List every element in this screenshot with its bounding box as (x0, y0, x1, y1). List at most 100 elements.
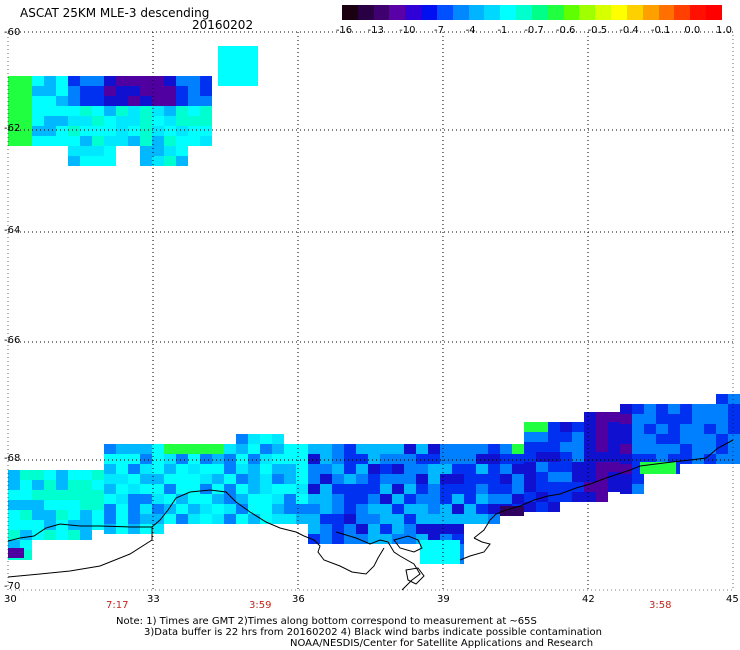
swath-cell (668, 434, 680, 444)
swath-cell (152, 504, 164, 514)
swath-cell (500, 506, 524, 516)
swath-cell (584, 452, 596, 462)
swath-cell (32, 96, 44, 106)
colorbar-labels: -16 -13 -10 -7 -4 -1 -0.7 -0.6 -0.5 -0.4 -0.1 0.0 1.… (330, 25, 734, 39)
swath-cell (524, 432, 536, 442)
swath-cell (176, 156, 188, 166)
swath-cell (80, 500, 92, 510)
swath-cell (8, 116, 20, 126)
swath-cell (392, 514, 404, 524)
swath-cell (92, 126, 104, 136)
swath-cell (308, 444, 320, 454)
swath-cell (420, 540, 460, 564)
lat-label-64: -64 (4, 225, 21, 236)
swath-cell (344, 504, 356, 514)
swath-cell (728, 424, 740, 434)
swath-cell (380, 474, 392, 484)
swath-cell (152, 106, 164, 116)
swath-cell (356, 464, 368, 474)
swath-cell (656, 404, 668, 414)
swath-cell (284, 444, 296, 454)
swath-cell (32, 86, 44, 96)
swath-cell (608, 432, 620, 442)
swath-cell (560, 432, 572, 442)
swath-cell (272, 484, 284, 494)
swath-cell (380, 524, 392, 534)
swath-cell (212, 484, 224, 494)
swath-cell (284, 474, 296, 484)
swath-cell (44, 76, 56, 86)
swath-cell (680, 404, 692, 414)
swath-cell (164, 86, 176, 96)
swath-cell (572, 442, 584, 452)
swath-cell (272, 454, 284, 464)
swath-cell (116, 484, 128, 494)
swath-cell (308, 494, 320, 504)
lat-label-62: -62 (4, 123, 21, 134)
swath-cell (116, 86, 128, 96)
swath-cell (80, 480, 92, 490)
swath-cell (68, 480, 80, 490)
swath-cell (68, 156, 80, 166)
swath-cell (368, 534, 380, 544)
swath-cell (260, 494, 272, 504)
swath-cell (620, 464, 632, 474)
swath-cell (176, 146, 188, 156)
swath-cell (356, 534, 368, 544)
swath-cell (92, 106, 104, 116)
swath-cell (452, 484, 464, 494)
swath-cell (560, 422, 572, 432)
swath-cell (524, 452, 536, 462)
swath-cell (104, 524, 116, 534)
swath-cell (152, 76, 164, 86)
swath-cell (188, 126, 200, 136)
swath-cell (104, 126, 116, 136)
swath-cell (380, 464, 392, 474)
colorbar-swatch (563, 5, 580, 20)
swath-cell (476, 464, 488, 474)
swath-cell (632, 424, 644, 434)
swath-cell (248, 504, 260, 514)
swath-cell (524, 442, 536, 452)
swath-cell (320, 494, 332, 504)
swath-cell (104, 454, 116, 464)
swath-cell (104, 96, 116, 106)
swath-cell (200, 86, 212, 96)
swath-cell (56, 106, 68, 116)
swath-cell (668, 404, 680, 414)
swath-cell (440, 524, 452, 534)
swath-cell (644, 454, 656, 464)
swath-cell (416, 484, 428, 494)
swath-cell (536, 472, 548, 482)
swath-cell (104, 504, 116, 514)
swath-cell (596, 412, 608, 422)
swath-cell (548, 502, 560, 512)
swath-cell (152, 156, 164, 166)
swath-cell (152, 464, 164, 474)
colorbar-swatch (484, 5, 501, 20)
swath-cell (176, 474, 188, 484)
swath-cell (440, 504, 452, 514)
swath-cell (368, 504, 380, 514)
swath-cell (560, 492, 572, 502)
swath-cell (248, 454, 260, 464)
swath-cell (284, 494, 296, 504)
swath-cell (128, 136, 140, 146)
swath-cell (164, 96, 176, 106)
swath-cell (440, 464, 452, 474)
swath-cell (68, 510, 80, 520)
swath-cell (104, 76, 116, 86)
swath-cell (416, 514, 428, 524)
swath-cell (80, 136, 92, 146)
swath-cell (464, 504, 476, 514)
swath-cell (620, 424, 632, 434)
swath-cell (560, 472, 572, 482)
swath-cell (176, 494, 188, 504)
swath-cell (68, 116, 80, 126)
swath-cell (236, 494, 248, 504)
swath-cell (704, 404, 716, 414)
swath-cell (716, 454, 728, 464)
swath-cell (536, 432, 548, 442)
swath-cell (128, 464, 140, 474)
swath-cell (524, 502, 536, 512)
